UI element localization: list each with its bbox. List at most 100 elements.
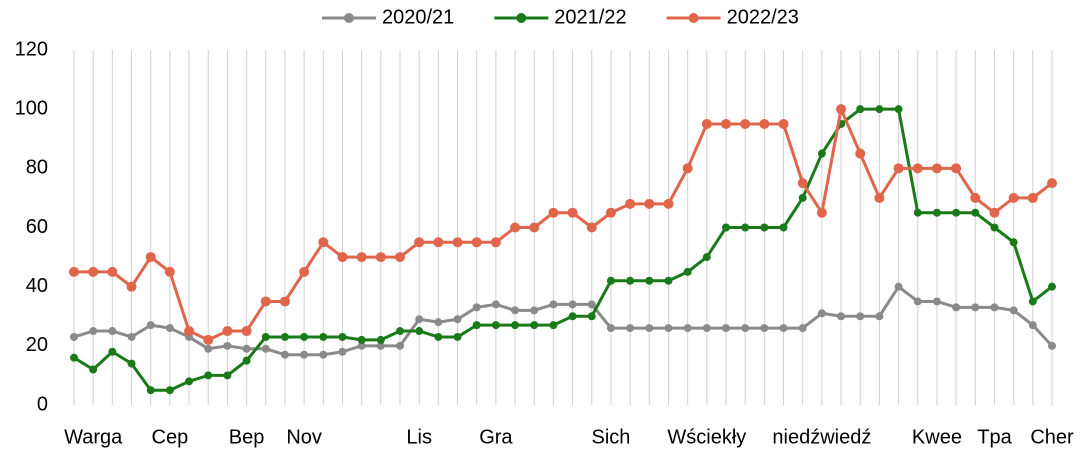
data-point xyxy=(567,207,578,218)
data-point xyxy=(1048,282,1056,291)
data-point xyxy=(702,253,711,262)
x-tick-label: Nov xyxy=(286,426,322,448)
data-point xyxy=(472,321,481,330)
data-point xyxy=(989,207,1000,218)
data-point xyxy=(414,237,425,248)
data-point xyxy=(1047,178,1057,189)
data-point xyxy=(837,312,846,321)
data-point xyxy=(491,321,500,330)
data-point xyxy=(875,312,884,321)
data-point xyxy=(337,252,348,263)
data-point xyxy=(300,350,309,359)
data-point xyxy=(453,332,462,341)
data-point xyxy=(606,324,615,333)
data-point xyxy=(664,324,673,333)
data-point xyxy=(453,315,462,324)
data-point xyxy=(280,350,289,359)
data-point xyxy=(971,303,980,312)
data-point xyxy=(759,118,770,129)
data-point xyxy=(913,297,922,306)
data-point xyxy=(89,327,98,336)
series-line xyxy=(73,285,1054,357)
data-point xyxy=(511,306,520,315)
data-point xyxy=(319,332,328,341)
data-point xyxy=(261,332,270,341)
data-point xyxy=(779,324,788,333)
data-point xyxy=(472,303,481,312)
data-point xyxy=(1008,192,1019,203)
data-point xyxy=(222,326,233,337)
data-point xyxy=(471,237,482,248)
data-point xyxy=(223,341,232,350)
data-point xyxy=(1009,238,1018,247)
data-point xyxy=(586,222,597,233)
data-point xyxy=(491,300,500,309)
y-tick-label: 0 xyxy=(37,393,48,415)
data-point xyxy=(816,207,827,218)
data-point xyxy=(490,237,501,248)
data-point xyxy=(702,324,711,333)
data-point xyxy=(511,321,520,330)
data-point xyxy=(300,332,309,341)
data-point xyxy=(606,276,615,285)
data-point xyxy=(645,276,654,285)
data-point xyxy=(69,266,79,277)
data-point xyxy=(164,266,175,277)
legend-label: 2022/23 xyxy=(727,6,799,28)
data-point xyxy=(779,223,788,232)
data-point xyxy=(260,296,271,307)
data-point xyxy=(970,192,981,203)
data-point xyxy=(568,300,577,309)
data-point xyxy=(855,148,866,159)
data-point xyxy=(510,222,521,233)
data-point xyxy=(203,334,214,345)
data-point xyxy=(280,332,289,341)
data-point xyxy=(874,192,885,203)
data-point xyxy=(146,321,155,330)
data-point xyxy=(644,198,655,209)
data-point xyxy=(912,163,923,174)
data-point xyxy=(587,312,596,321)
data-point xyxy=(683,267,692,276)
data-point xyxy=(625,198,636,209)
data-point xyxy=(375,252,386,263)
data-point xyxy=(1048,341,1056,350)
data-point xyxy=(223,371,232,380)
data-point xyxy=(452,237,463,248)
x-tick-label: Warga xyxy=(64,426,123,448)
data-point xyxy=(778,118,789,129)
data-point xyxy=(433,237,444,248)
data-point xyxy=(70,353,78,362)
legend-marker xyxy=(344,13,354,23)
x-tick-label: Bep xyxy=(229,426,265,448)
x-tick-label: Tpa xyxy=(977,426,1012,448)
data-point xyxy=(434,318,443,327)
data-point xyxy=(587,300,596,309)
data-point xyxy=(185,377,194,386)
data-point xyxy=(701,118,712,129)
data-point xyxy=(931,163,942,174)
data-point xyxy=(645,324,654,333)
data-point xyxy=(165,386,174,395)
legend-label: 2021/22 xyxy=(554,6,626,28)
data-point xyxy=(530,306,539,315)
data-point xyxy=(279,296,290,307)
data-point xyxy=(299,266,310,277)
data-point xyxy=(856,105,865,114)
series-line xyxy=(74,107,1053,342)
data-point xyxy=(89,365,98,374)
data-point xyxy=(682,163,693,174)
data-point xyxy=(741,223,750,232)
data-point xyxy=(395,252,405,263)
data-point xyxy=(338,347,347,356)
data-point xyxy=(626,276,635,285)
data-point xyxy=(1028,321,1037,330)
data-point xyxy=(951,163,962,174)
data-point xyxy=(817,309,826,318)
data-point xyxy=(319,350,328,359)
data-point xyxy=(530,321,539,330)
data-point xyxy=(990,223,999,232)
x-tick-label: Wściekły xyxy=(667,426,746,448)
legend-label: 2020/21 xyxy=(382,6,454,28)
